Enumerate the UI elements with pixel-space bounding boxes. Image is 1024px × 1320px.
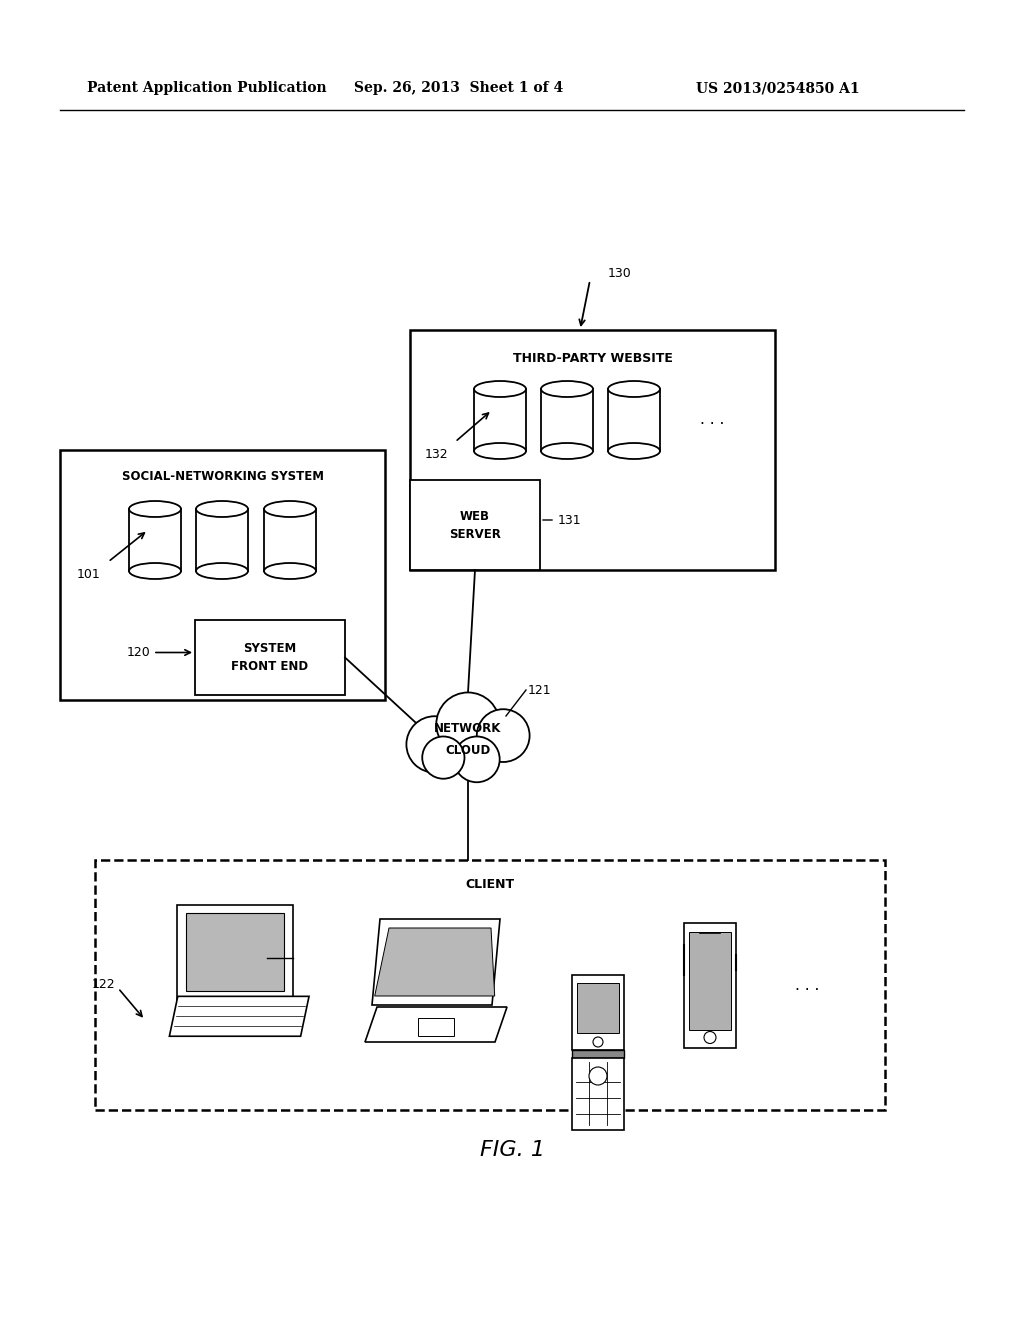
Ellipse shape [541,381,593,397]
Bar [608,389,660,451]
Ellipse shape [608,381,660,397]
Ellipse shape [129,502,181,517]
Circle shape [593,1038,603,1047]
Bar [195,620,345,696]
Ellipse shape [264,564,316,579]
Bar [572,1049,624,1059]
Bar [572,1059,624,1130]
Bar [196,510,248,572]
Text: . . .: . . . [795,978,819,993]
Ellipse shape [196,502,248,517]
Bar [129,510,181,572]
Bar [572,975,624,1049]
Text: Sep. 26, 2013  Sheet 1 of 4: Sep. 26, 2013 Sheet 1 of 4 [354,81,563,95]
Bar [577,983,618,1034]
Text: FRONT END: FRONT END [231,660,308,673]
Circle shape [477,709,529,762]
Text: CLOUD: CLOUD [445,743,490,756]
Bar [410,330,775,570]
Text: 121: 121 [528,684,552,697]
Circle shape [422,737,465,779]
Ellipse shape [196,564,248,579]
Bar [264,510,316,572]
Ellipse shape [541,444,593,459]
Circle shape [705,1031,716,1044]
Text: 130: 130 [608,267,632,280]
Text: SERVER: SERVER [450,528,501,541]
Ellipse shape [608,444,660,459]
Ellipse shape [474,444,526,459]
Text: SOCIAL-NETWORKING SYSTEM: SOCIAL-NETWORKING SYSTEM [122,470,324,483]
Text: 120: 120 [126,645,150,659]
Bar [177,906,293,999]
Text: . . .: . . . [700,412,724,428]
Bar [410,480,540,570]
Bar [541,389,593,451]
Text: THIRD-PARTY WEBSITE: THIRD-PARTY WEBSITE [513,352,673,366]
Text: 131: 131 [558,513,582,527]
Polygon shape [169,997,309,1036]
Text: Patent Application Publication: Patent Application Publication [87,81,327,95]
Bar [185,913,285,991]
Ellipse shape [206,1003,264,1018]
Ellipse shape [474,381,526,397]
Ellipse shape [129,564,181,579]
Ellipse shape [264,502,316,517]
Circle shape [589,1067,607,1085]
Bar [689,932,731,1030]
Text: WEB: WEB [460,511,490,524]
Polygon shape [372,919,500,1005]
Text: 132: 132 [424,447,449,461]
Text: 122: 122 [91,978,115,991]
Bar [418,1018,454,1036]
Text: NETWORK: NETWORK [434,722,502,734]
Circle shape [454,737,500,783]
Bar [95,861,885,1110]
Bar [60,450,385,700]
Text: SYSTEM: SYSTEM [244,642,297,655]
Text: FIG. 1: FIG. 1 [479,1140,545,1160]
Bar [474,389,526,451]
Bar [684,923,736,1048]
Polygon shape [365,1007,507,1041]
Circle shape [407,717,463,772]
Text: 101: 101 [76,568,100,581]
Text: US 2013/0254850 A1: US 2013/0254850 A1 [696,81,859,95]
Text: CLIENT: CLIENT [466,878,515,891]
Polygon shape [375,928,495,997]
Circle shape [436,693,500,756]
